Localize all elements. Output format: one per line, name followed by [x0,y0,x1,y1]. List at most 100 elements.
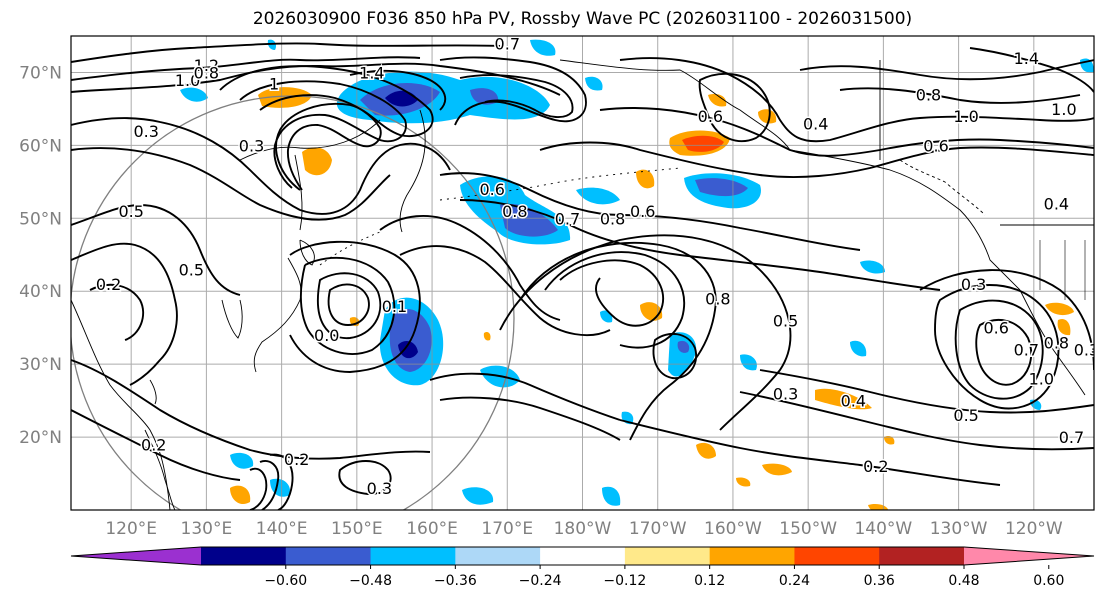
contour-label: 1.0 [1051,100,1076,119]
pv-contour [839,87,1081,104]
pv-positive-patch [708,94,727,107]
pv-contour [349,69,447,111]
pv-contour [379,215,561,321]
contour-label: 0.4 [841,392,866,411]
coastline-kurils [319,231,381,266]
pv-positive-patch [762,463,792,476]
colorbar-extend-high [964,547,1094,565]
coastline-okhotsk [239,119,381,161]
longitude-label: 170°W [629,519,687,539]
contour-label: 0.2 [284,450,309,469]
pv-negative-patch [668,332,697,377]
pv-negative-patch [180,87,208,102]
pv-contour [739,391,1094,451]
longitude-label: 160°W [704,519,762,539]
contour-label: 0.8 [705,290,730,309]
pv-contour [71,56,421,81]
coastline-taiwan [149,379,157,405]
pv-contour [327,283,370,326]
colorbar-tick-label: −0.60 [264,573,307,589]
pv-contour [71,409,241,481]
pv-contour [439,396,621,441]
pv-contour [71,62,561,96]
pv-contour [439,56,587,126]
pv-contour [539,141,1094,178]
pv-contour [299,256,396,355]
coastline-japan [253,257,302,373]
coastline-asia [71,299,171,510]
longitude-label: 130°W [930,519,988,539]
contour-label: 0.4 [803,115,828,134]
longitude-label: 150°E [331,519,383,539]
longitude-label: 160°E [406,519,458,539]
contour-label: 0.3 [367,479,392,498]
latitude-label: 70°N [19,63,62,83]
pv-contour [71,117,451,215]
contour-label: 0.3 [239,136,264,155]
pv-contour [599,107,1094,157]
contour-label: 0.8 [194,63,219,82]
pv-positive-patch [815,388,872,410]
contour-label: 1.2 [194,56,219,75]
pv-negative-patch [860,260,885,274]
contour-label: 0.6 [698,107,723,126]
pv-contour [71,204,241,296]
pv-contour [219,65,434,191]
contour-label: 1.0 [175,71,200,90]
pv-positive-patch [1057,318,1071,336]
contour-label: 0.4 [1044,195,1069,214]
pv-negative-patch [462,487,494,505]
longitude-labels: 120°E 130°E 140°E 150°E 160°E 170°E 180°W 170°W… [105,519,1063,539]
colorbar-tick-label: −0.24 [519,573,562,589]
contour-label: 0.6 [480,180,505,199]
pv-positive-patch [696,442,716,459]
pv-negative-patch [585,76,603,91]
pv-contour [799,59,1094,81]
colorbar-bin [370,547,456,565]
contour-labels: 1.21.00.8 1.410.70.30.30.60.8 0.7 0.8 0.60.5… [94,36,1099,500]
coastline-philippines [144,429,176,510]
colorbar-bin [455,547,541,565]
coastline-us-west [1019,289,1086,396]
latitude-label: 20°N [19,428,62,448]
pv-contour [269,453,294,510]
pv-shading [180,39,1094,510]
pv-positive-patch [758,109,777,124]
pv-negative-patch [850,340,867,357]
longitude-label: 150°W [779,519,837,539]
colorbar: −0.60 −0.48 −0.36 −0.24 −0.12 0.12 0.24 0.36 0.4… [70,546,1095,589]
colorbar-bin [201,547,287,565]
longitude-label: 170°E [481,519,533,539]
pv-contour [969,47,1094,93]
pv-contour [439,172,861,251]
pv-positive-patch [636,169,655,189]
pv-positive-patch [736,477,751,487]
contour-label: 0.8 [916,85,941,104]
longitude-label: 130°E [181,519,233,539]
colorbar-extend-low [71,547,201,565]
colorbar-bin [794,547,880,565]
contour-label: 1.0 [953,107,978,126]
graticule [71,36,1094,510]
contour-label: 0.6 [983,319,1008,338]
pv-negative-patch [576,187,620,205]
pv-contour [71,147,391,221]
pv-negative-patch [398,340,418,359]
contour-label: 0.8 [1044,333,1069,352]
pv-positive-patch [1045,302,1074,316]
map-plot-area: 1.21.00.8 1.410.70.30.30.60.8 0.7 0.8 0.60.5… [71,36,1099,510]
contour-label: 0.5 [773,311,798,330]
contour-label: 0.5 [179,260,204,279]
pv-contour [652,332,698,379]
pv-negative-patch [677,340,690,353]
pv-contour [71,242,178,386]
contour-label: 0.7 [1014,341,1039,360]
contour-label: 0.5 [118,202,143,221]
contour-label: 0.7 [1059,428,1084,447]
pv-contour [259,94,382,191]
contour-label: 0.3 [1074,341,1099,360]
pv-contour [289,240,421,373]
longitude-label: 140°W [854,519,912,539]
colorbar-tick-label: 0.24 [779,573,810,589]
contour-label: 0.2 [141,435,166,454]
